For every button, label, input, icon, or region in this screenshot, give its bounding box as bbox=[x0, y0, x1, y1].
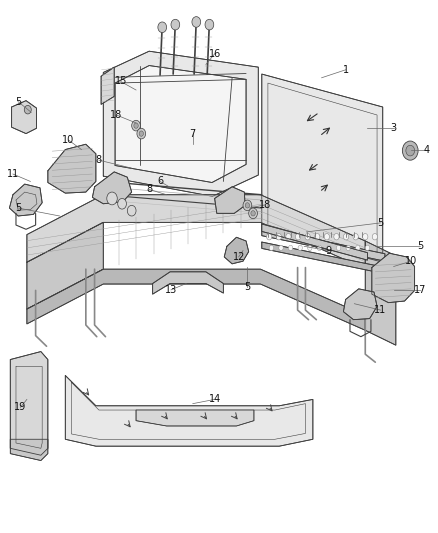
Circle shape bbox=[132, 120, 141, 131]
Polygon shape bbox=[101, 67, 114, 104]
Circle shape bbox=[314, 233, 320, 240]
Circle shape bbox=[365, 245, 370, 251]
Text: 14: 14 bbox=[208, 394, 221, 405]
Circle shape bbox=[243, 200, 252, 211]
Circle shape bbox=[334, 233, 339, 240]
Text: 5: 5 bbox=[417, 241, 423, 251]
Text: 11: 11 bbox=[7, 169, 19, 179]
Polygon shape bbox=[103, 51, 258, 196]
Polygon shape bbox=[215, 187, 245, 213]
Text: 5: 5 bbox=[15, 203, 21, 213]
Text: 5: 5 bbox=[244, 282, 251, 292]
Text: 11: 11 bbox=[374, 305, 387, 315]
Text: 13: 13 bbox=[165, 285, 177, 295]
Text: 1: 1 bbox=[343, 65, 349, 75]
Text: 3: 3 bbox=[391, 123, 397, 133]
Text: 5: 5 bbox=[15, 96, 21, 107]
Circle shape bbox=[324, 233, 329, 240]
Circle shape bbox=[307, 245, 312, 251]
Text: 15: 15 bbox=[115, 77, 127, 86]
Polygon shape bbox=[262, 224, 367, 260]
Text: 10: 10 bbox=[62, 135, 74, 145]
Circle shape bbox=[279, 245, 283, 251]
Circle shape bbox=[139, 131, 144, 136]
Text: 7: 7 bbox=[190, 128, 196, 139]
Text: 5: 5 bbox=[378, 218, 384, 228]
Circle shape bbox=[286, 233, 291, 240]
Text: 18: 18 bbox=[110, 110, 123, 120]
Circle shape bbox=[343, 233, 349, 240]
Circle shape bbox=[353, 233, 358, 240]
Text: 18: 18 bbox=[259, 200, 271, 210]
Polygon shape bbox=[262, 74, 383, 262]
Circle shape bbox=[403, 141, 418, 160]
Polygon shape bbox=[262, 242, 381, 273]
Polygon shape bbox=[115, 66, 246, 182]
Text: 17: 17 bbox=[413, 286, 426, 295]
Circle shape bbox=[295, 233, 300, 240]
Polygon shape bbox=[12, 101, 36, 134]
Circle shape bbox=[249, 208, 258, 219]
Circle shape bbox=[269, 245, 274, 251]
Polygon shape bbox=[27, 195, 365, 269]
Circle shape bbox=[171, 19, 180, 30]
Polygon shape bbox=[262, 228, 385, 261]
Circle shape bbox=[298, 245, 302, 251]
Polygon shape bbox=[11, 352, 48, 455]
Circle shape bbox=[356, 245, 360, 251]
Circle shape bbox=[406, 146, 415, 156]
Polygon shape bbox=[11, 439, 48, 461]
Circle shape bbox=[288, 245, 293, 251]
Polygon shape bbox=[27, 269, 365, 330]
Circle shape bbox=[127, 205, 136, 216]
Circle shape bbox=[137, 128, 146, 139]
Circle shape bbox=[346, 245, 350, 251]
Circle shape bbox=[267, 233, 272, 240]
Polygon shape bbox=[92, 172, 132, 204]
Circle shape bbox=[327, 245, 331, 251]
Circle shape bbox=[251, 211, 255, 216]
Polygon shape bbox=[27, 222, 103, 309]
Circle shape bbox=[317, 245, 321, 251]
Text: 9: 9 bbox=[325, 246, 331, 255]
Text: 16: 16 bbox=[208, 49, 221, 59]
Text: 8: 8 bbox=[146, 184, 152, 195]
Circle shape bbox=[107, 192, 117, 205]
Text: 19: 19 bbox=[14, 402, 26, 413]
Polygon shape bbox=[224, 237, 249, 264]
Polygon shape bbox=[365, 241, 396, 345]
Circle shape bbox=[24, 106, 31, 114]
Circle shape bbox=[158, 22, 166, 33]
Polygon shape bbox=[372, 253, 415, 303]
Circle shape bbox=[372, 233, 378, 240]
Circle shape bbox=[276, 233, 282, 240]
Circle shape bbox=[245, 203, 250, 208]
Circle shape bbox=[336, 245, 341, 251]
Text: 6: 6 bbox=[157, 176, 163, 187]
Polygon shape bbox=[136, 410, 254, 426]
Circle shape bbox=[134, 123, 138, 128]
Text: 10: 10 bbox=[405, 256, 417, 266]
Circle shape bbox=[363, 233, 368, 240]
Circle shape bbox=[192, 17, 201, 27]
Text: 12: 12 bbox=[233, 252, 245, 262]
Circle shape bbox=[118, 198, 127, 209]
Text: 8: 8 bbox=[96, 155, 102, 165]
Circle shape bbox=[205, 19, 214, 30]
Text: 4: 4 bbox=[424, 144, 429, 155]
Polygon shape bbox=[152, 272, 223, 294]
Polygon shape bbox=[48, 144, 96, 193]
Circle shape bbox=[305, 233, 310, 240]
Polygon shape bbox=[65, 375, 313, 446]
Polygon shape bbox=[10, 184, 42, 216]
Polygon shape bbox=[343, 289, 377, 320]
